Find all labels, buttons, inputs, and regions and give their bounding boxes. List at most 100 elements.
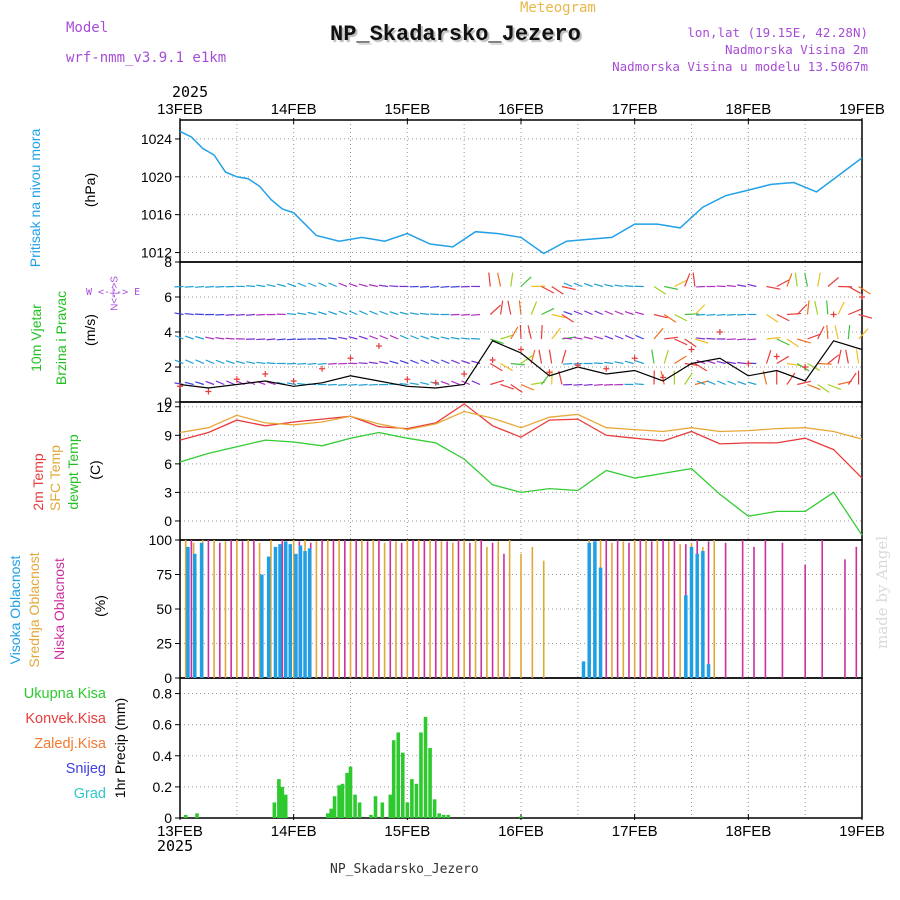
wind-arrow	[368, 383, 378, 386]
wind-arrow	[307, 362, 317, 365]
wind-arrow	[430, 359, 440, 365]
wind-arrow	[807, 362, 820, 371]
wind-arrow	[817, 384, 830, 393]
wind-arrow	[634, 311, 644, 316]
ytick-label-4: 0.6	[153, 717, 173, 733]
station-altitude: Nadmorska Visina 2m	[725, 42, 868, 57]
wind-gust-marker	[773, 353, 780, 360]
time-tick-bottom: 18FEB	[725, 823, 771, 840]
wind-gust-marker	[233, 376, 240, 383]
wind-gust-marker	[631, 355, 638, 362]
wind-arrow	[727, 380, 737, 386]
wind-arrow	[235, 360, 245, 365]
wind-arrow	[184, 312, 194, 316]
wind-arrow	[451, 380, 460, 386]
wind-arrow	[663, 349, 669, 364]
wind-gust-marker	[574, 362, 581, 369]
wind-arrow	[184, 381, 194, 386]
wind-arrow	[563, 337, 573, 340]
wind-arrow	[584, 310, 593, 316]
cloud-bar-high	[303, 551, 307, 678]
wind-arrow	[215, 285, 225, 288]
cloud-bar-low	[190, 540, 193, 678]
wind-arrow	[593, 362, 603, 365]
precip-bar	[348, 766, 353, 818]
cloud-bar-mid	[452, 542, 454, 678]
wind-arrow	[807, 383, 821, 391]
wind-arrow	[338, 336, 348, 340]
cloud-bar-mid	[531, 546, 534, 678]
ytick-label-3: 0	[164, 670, 172, 686]
wind-arrow	[225, 313, 235, 316]
cloud-bar-low	[344, 540, 346, 678]
model-label: Model	[66, 20, 109, 36]
wind-arrow	[776, 313, 790, 322]
wind-arrow	[420, 359, 430, 365]
precip-bar	[380, 802, 385, 818]
wind-arrow	[747, 338, 757, 341]
wind-arrow	[726, 361, 736, 365]
wind-arrow	[358, 283, 368, 288]
wind-arrow	[573, 383, 583, 386]
wind-arrow	[461, 359, 471, 365]
wind-arrow	[399, 360, 409, 365]
cloud-bar-high	[298, 545, 303, 678]
wind-arrow	[307, 311, 317, 316]
wind-arrow	[451, 359, 460, 365]
wind-arrow	[696, 313, 706, 316]
cloud-bar-low	[457, 540, 460, 678]
ytick-label-0: 1012	[141, 245, 172, 261]
wind-arrow	[786, 362, 801, 367]
wind-arrow	[286, 338, 296, 341]
wind-arrow	[786, 273, 793, 287]
cloud-bar-high	[587, 542, 591, 678]
wind-gust-marker	[347, 355, 354, 362]
cloud-bar-mid	[429, 540, 431, 678]
wind-arrow	[338, 383, 348, 386]
wind-arrow	[276, 283, 286, 288]
wind-arrow	[530, 301, 538, 315]
wind-arrow	[806, 300, 810, 315]
wind-arrow	[195, 335, 205, 340]
wind-arrow	[328, 310, 338, 316]
wind-arrow	[510, 272, 514, 287]
precip-bar	[272, 802, 277, 818]
wind-arrow	[737, 338, 747, 341]
legend-freezing-rain: Zaledj.Kisa	[34, 736, 106, 752]
wind-arrow	[174, 335, 184, 340]
precip-bar	[280, 786, 285, 818]
wind-arrow	[460, 337, 470, 340]
wind-arrow	[399, 334, 409, 340]
cloud-bar-low	[480, 540, 483, 678]
wind-arrow	[604, 361, 614, 365]
wind-arrow	[307, 282, 317, 288]
cloud-bar-high	[266, 556, 271, 678]
cloud-bar-low	[218, 542, 221, 678]
wind-arrow	[399, 383, 409, 386]
wind-speed-line	[179, 340, 863, 389]
cloud-bar-mid	[292, 540, 295, 678]
wind-arrow	[604, 335, 614, 340]
cloud-bar-high	[294, 553, 298, 678]
wind-arrow	[604, 283, 614, 288]
wind-arrow	[848, 285, 861, 294]
wind-arrow	[518, 300, 522, 315]
wind-arrow	[814, 300, 819, 315]
wind-arrow	[786, 312, 801, 316]
wind-arrow	[215, 380, 225, 386]
legend-snow: Snijeg	[65, 761, 106, 777]
ytick-label-4: 0	[164, 810, 172, 826]
wind-arrow	[520, 383, 535, 391]
wind-arrow	[737, 380, 747, 386]
cloud-bar-low	[321, 540, 323, 678]
wind-arrow	[776, 355, 790, 365]
wind-arrow	[497, 272, 502, 287]
wind-gust-marker	[177, 383, 183, 390]
cloud-bar-mid	[645, 540, 647, 678]
wind-arrow	[766, 336, 781, 340]
wind-arrow	[488, 272, 491, 287]
wind-arrow	[551, 313, 566, 319]
wind-arrow	[440, 285, 450, 288]
wind-arrow	[420, 335, 430, 340]
wind-arrow	[507, 300, 512, 315]
